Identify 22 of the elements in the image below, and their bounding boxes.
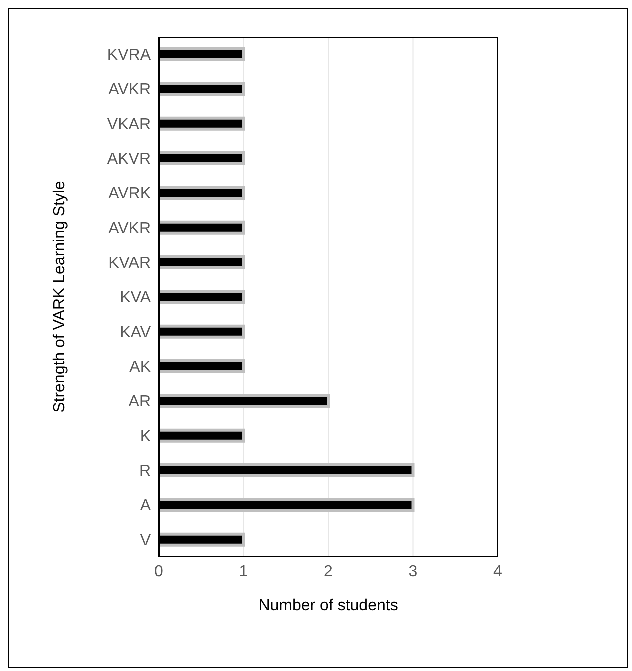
y-tick-label: R — [139, 463, 151, 480]
y-axis-title: Strength of VARK Learning Style — [52, 180, 69, 413]
y-tick-label: V — [140, 532, 152, 550]
x-axis-title: Number of students — [258, 597, 398, 614]
x-tick-label: 2 — [324, 563, 334, 580]
y-tick-label: K — [140, 428, 152, 446]
y-tick-label: A — [140, 498, 152, 515]
x-tick-label: 0 — [154, 563, 164, 580]
x-tick-label: 3 — [408, 563, 418, 580]
y-tick-label: KVRA — [107, 47, 152, 64]
y-tick-label: AVKR — [108, 82, 151, 99]
x-tick-label: 4 — [494, 563, 503, 580]
y-tick-label: AVRK — [108, 186, 152, 203]
y-tick-label: VKAR — [107, 116, 151, 134]
y-tick-label: AK — [130, 359, 152, 376]
x-tick-label: 1 — [239, 563, 248, 580]
y-tick-label: KAV — [120, 324, 152, 342]
y-tick-label: AR — [128, 394, 151, 411]
y-tick-label: AKVR — [107, 151, 151, 168]
y-tick-label: AVKR — [108, 220, 151, 238]
y-tick-label: KVA — [120, 290, 152, 307]
y-tick-label: KVAR — [108, 255, 151, 272]
